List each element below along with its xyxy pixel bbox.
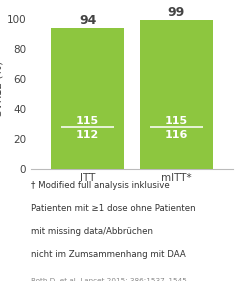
Text: 99: 99 <box>168 6 185 19</box>
Bar <box>51 28 124 169</box>
Text: 94: 94 <box>79 14 96 27</box>
Text: mit missing data/Abbrüchen: mit missing data/Abbrüchen <box>31 227 153 236</box>
Y-axis label: SVR12 (%): SVR12 (%) <box>0 61 4 116</box>
Text: Patienten mit ≥1 dose ohne Patienten: Patienten mit ≥1 dose ohne Patienten <box>31 204 196 213</box>
Text: 115: 115 <box>165 116 188 126</box>
Text: 115: 115 <box>76 116 99 126</box>
Text: 112: 112 <box>76 130 99 140</box>
Text: 116: 116 <box>165 130 188 140</box>
Text: nicht im Zumsammenhang mit DAA: nicht im Zumsammenhang mit DAA <box>31 250 186 259</box>
Bar <box>140 21 213 169</box>
Text: Roth D, et al. Lancet 2015; 386:1537–1545: Roth D, et al. Lancet 2015; 386:1537–154… <box>31 278 187 281</box>
Text: † Modified full analysis inklusive: † Modified full analysis inklusive <box>31 182 170 191</box>
